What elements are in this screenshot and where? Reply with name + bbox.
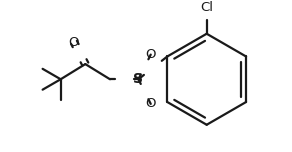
Text: O: O [145,97,156,110]
Text: Cl: Cl [200,1,213,14]
Text: S: S [133,72,143,86]
Text: O: O [145,48,156,61]
Text: O: O [69,36,79,49]
